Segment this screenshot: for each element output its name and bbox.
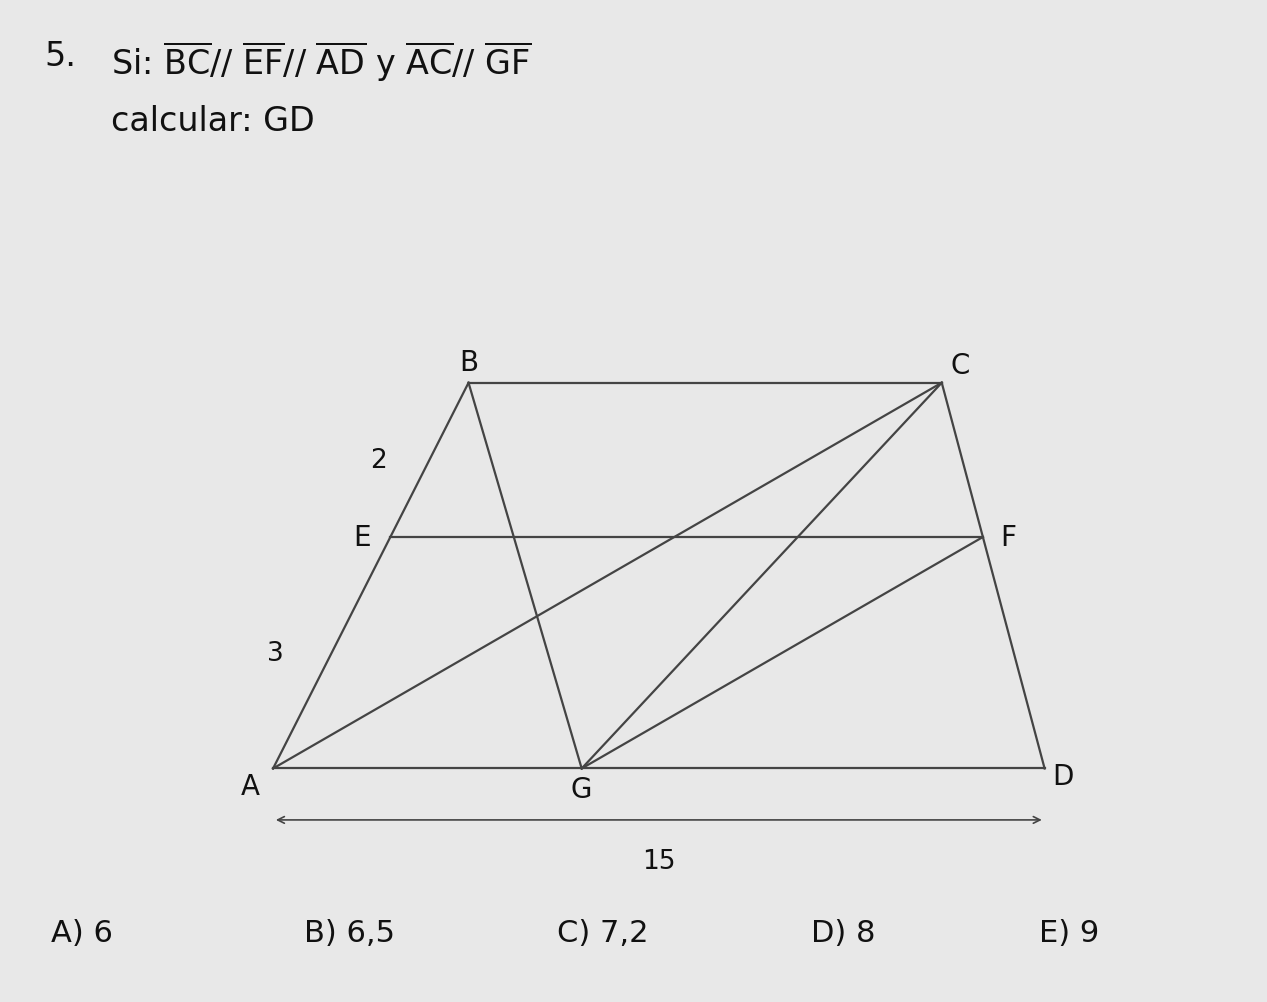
Text: A) 6: A) 6 [51, 918, 113, 947]
Text: G: G [571, 776, 593, 804]
Text: 2: 2 [370, 448, 386, 473]
Text: C) 7,2: C) 7,2 [557, 918, 649, 947]
Text: D) 8: D) 8 [811, 918, 875, 947]
Text: F: F [1001, 523, 1016, 551]
Text: E: E [353, 523, 371, 551]
Text: A: A [241, 773, 260, 801]
Text: E) 9: E) 9 [1039, 918, 1100, 947]
Text: 5.: 5. [44, 40, 76, 73]
Text: calcular: GD: calcular: GD [111, 105, 315, 138]
Text: B) 6,5: B) 6,5 [304, 918, 395, 947]
Text: D: D [1052, 763, 1073, 791]
Text: C: C [950, 352, 969, 380]
Text: 15: 15 [642, 849, 675, 875]
Text: 3: 3 [267, 640, 284, 666]
Text: Si: $\overline{\mathrm{BC}}$// $\overline{\mathrm{EF}}$// $\overline{\mathrm{AD}: Si: $\overline{\mathrm{BC}}$// $\overlin… [111, 40, 532, 84]
Text: B: B [459, 349, 478, 377]
